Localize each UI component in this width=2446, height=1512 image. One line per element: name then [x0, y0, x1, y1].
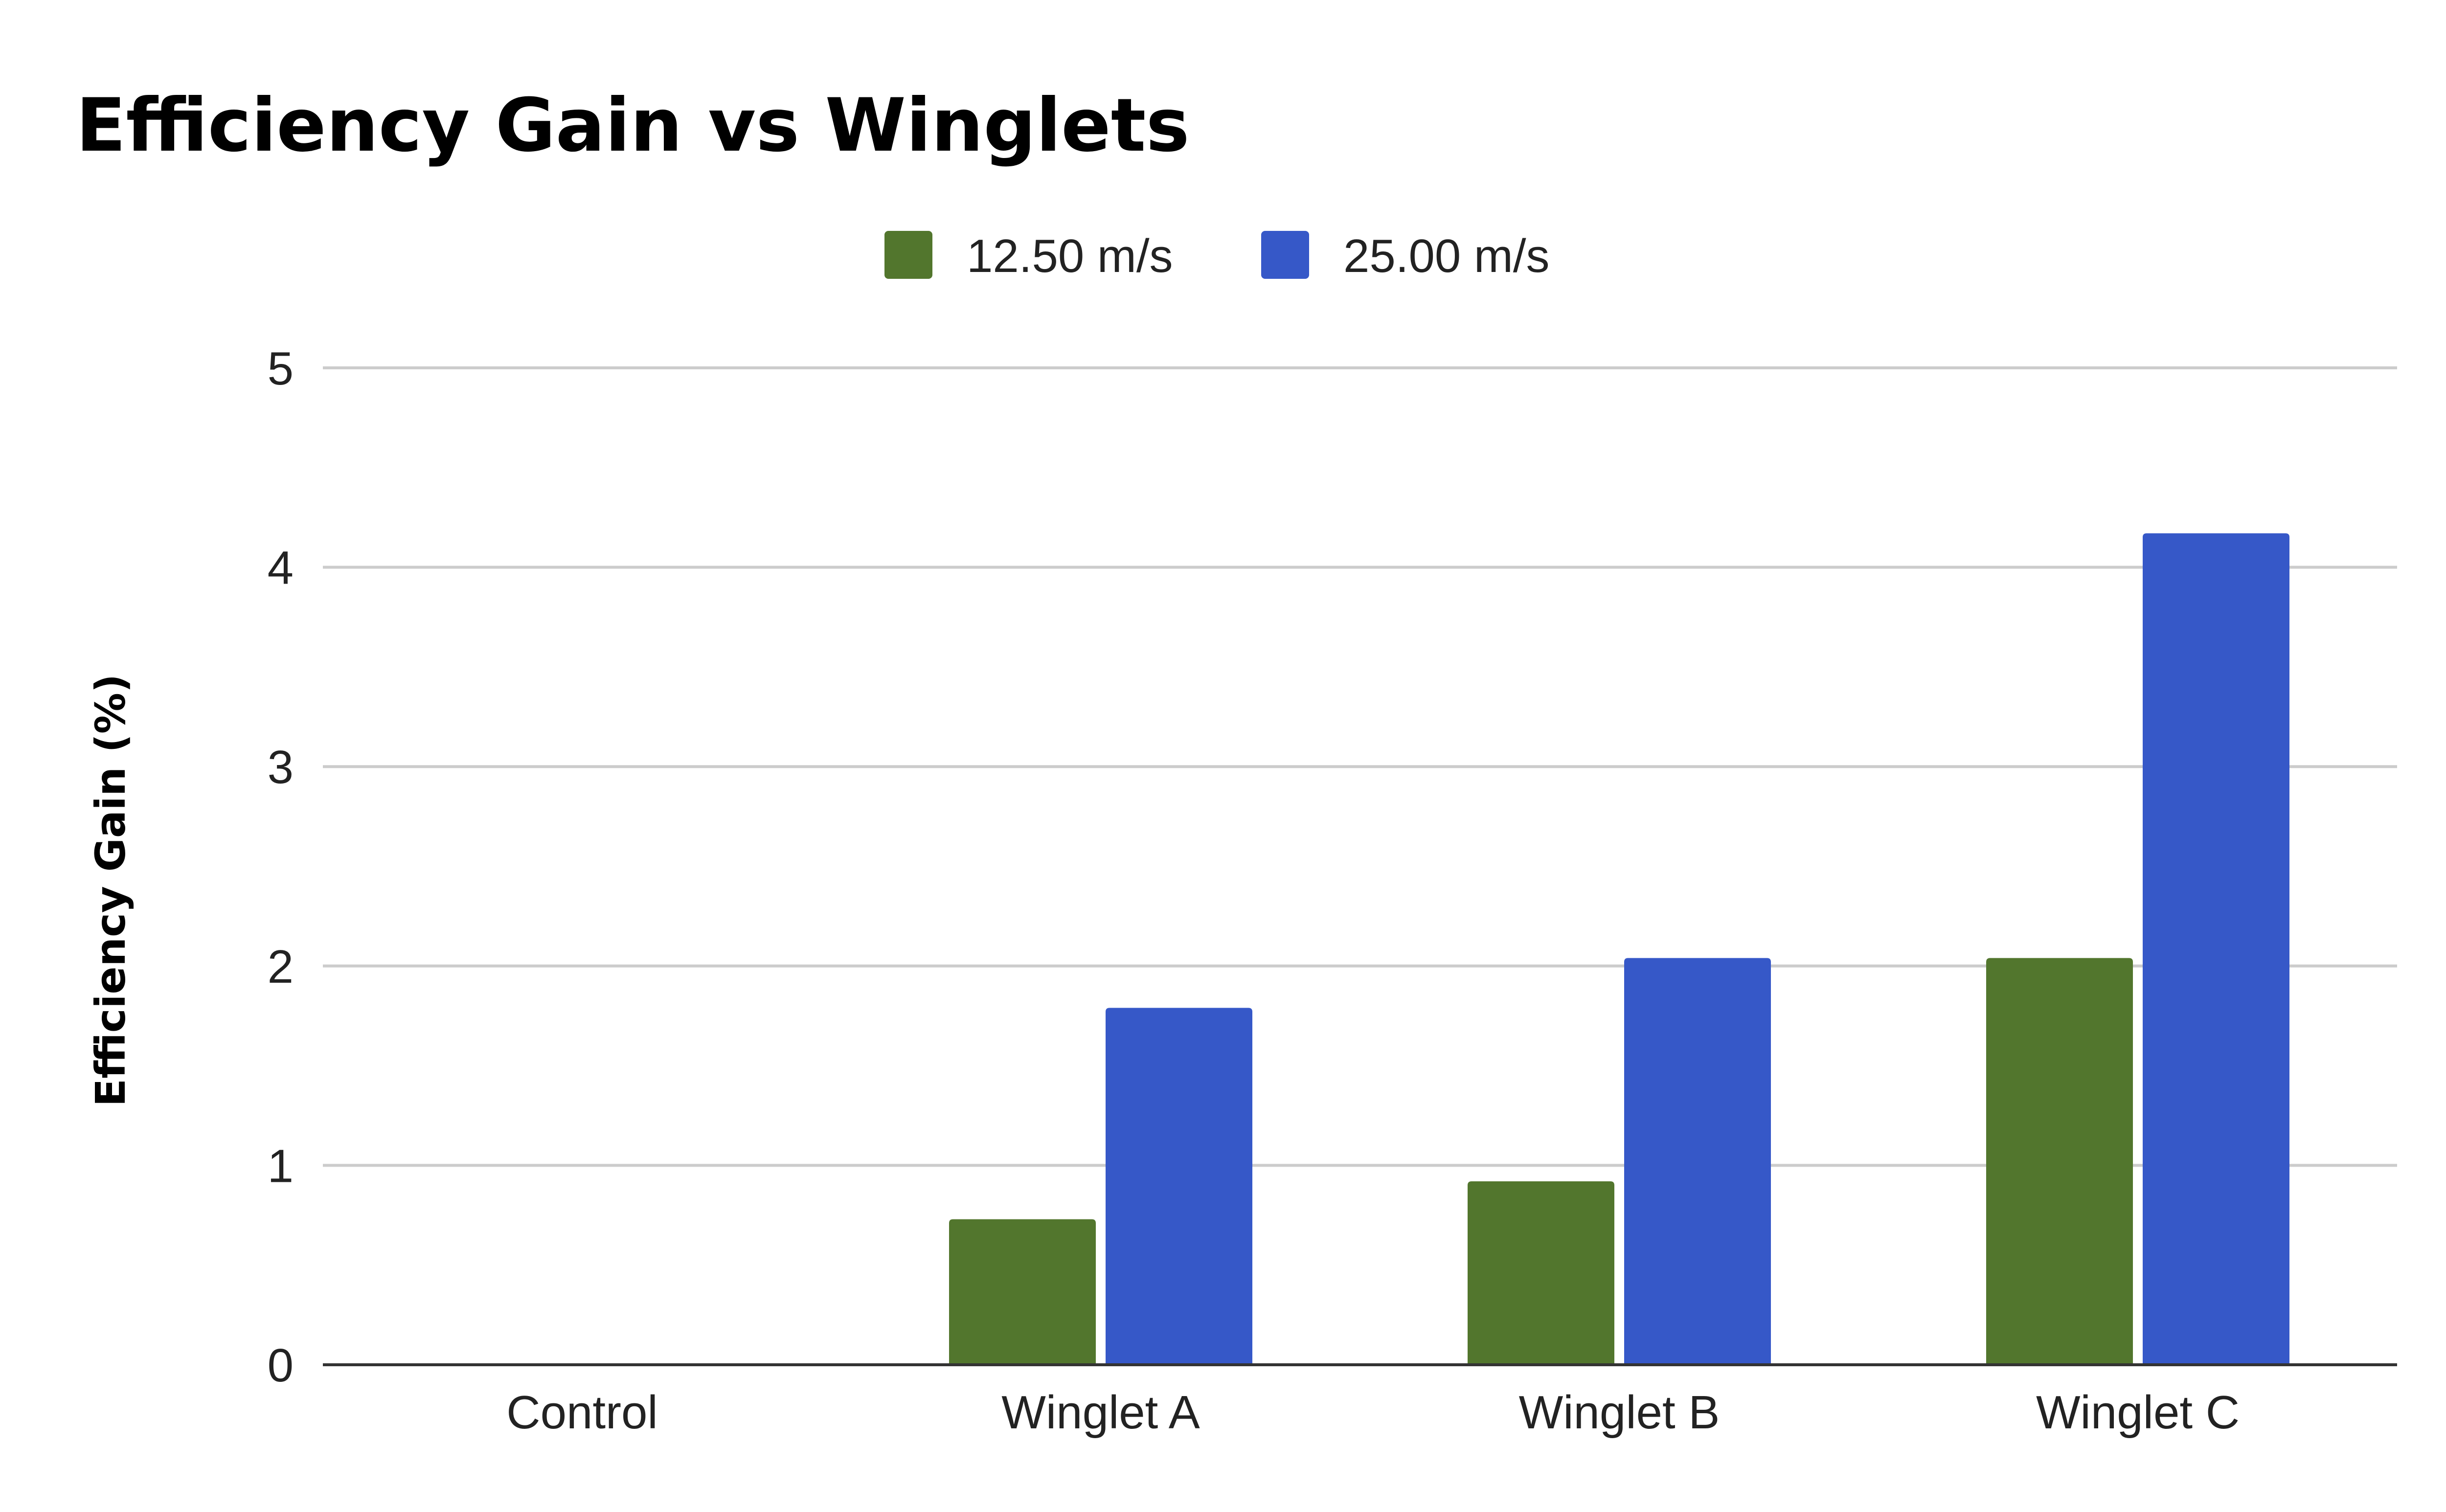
- bar-winglet-a-series-2: [1106, 1008, 1252, 1365]
- bar-winglet-a-series-1: [949, 1219, 1096, 1365]
- y-tick-label: 4: [268, 542, 294, 594]
- x-tick-label: Control: [506, 1386, 657, 1439]
- bar-winglet-b-series-1: [1468, 1181, 1614, 1365]
- y-axis-label: Efficiency Gain (%): [87, 674, 135, 1107]
- x-tick-label: Winglet B: [1519, 1386, 1720, 1439]
- legend-swatch: [1261, 231, 1309, 279]
- legend-swatch: [884, 231, 932, 279]
- bar-winglet-c-series-2: [2143, 533, 2289, 1365]
- bar-winglet-c-series-1: [1986, 958, 2133, 1365]
- x-axis-labels: Control Winglet A Winglet B Winglet C: [506, 1386, 2240, 1439]
- bar-winglet-b-series-2: [1624, 958, 1771, 1365]
- y-tick-label: 0: [268, 1339, 294, 1392]
- y-axis-ticks: 0 1 2 3 4 5: [268, 342, 294, 1392]
- x-tick-label: Winglet A: [1001, 1386, 1200, 1439]
- y-tick-label: 5: [268, 342, 294, 395]
- legend-label: 12.50 m/s: [967, 230, 1173, 282]
- legend: 12.50 m/s 25.00 m/s: [884, 230, 1550, 282]
- y-tick-label: 1: [268, 1140, 294, 1192]
- bars: [949, 533, 2289, 1365]
- x-tick-label: Winglet C: [2036, 1386, 2240, 1439]
- chart-title: Efficiency Gain vs Winglets: [76, 83, 1190, 168]
- y-tick-label: 3: [268, 741, 294, 793]
- legend-label: 25.00 m/s: [1343, 230, 1550, 282]
- y-tick-label: 2: [268, 941, 294, 993]
